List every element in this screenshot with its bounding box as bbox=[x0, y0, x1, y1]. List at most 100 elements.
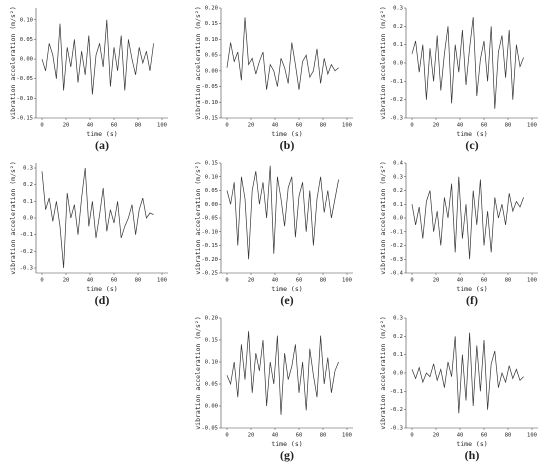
y-tick-label: 0.05 bbox=[205, 188, 218, 194]
panel: 0.10 0.05 0.00 -0.05 -0.10 -0.15 0 20 40 60 80 100 t… bbox=[9, 6, 168, 152]
y-tick-label: 0.00 bbox=[205, 68, 218, 74]
x-tick-label: 20 bbox=[433, 278, 440, 284]
x-tick-label: 80 bbox=[505, 433, 512, 439]
x-tick-label: 0 bbox=[40, 278, 43, 284]
y-tick-label: 0.15 bbox=[205, 338, 218, 344]
x-tick-label: 100 bbox=[342, 433, 352, 439]
x-tick-label: 40 bbox=[457, 278, 464, 284]
x-tick-label: 20 bbox=[433, 433, 440, 439]
signal-line bbox=[411, 176, 524, 260]
x-tick-label: 0 bbox=[410, 433, 413, 439]
x-tick-label: 100 bbox=[527, 433, 537, 439]
x-axis-label: time (s) bbox=[271, 285, 302, 293]
x-tick-label: 40 bbox=[272, 278, 279, 284]
y-tick-label: 0.3 bbox=[393, 174, 403, 180]
x-tick-label: 0 bbox=[410, 278, 413, 284]
panel-label: (f) bbox=[466, 293, 478, 307]
y-tick-label: -0.1 bbox=[390, 79, 403, 85]
x-tick-label: 60 bbox=[296, 433, 303, 439]
y-tick-label: 0.15 bbox=[205, 161, 218, 167]
y-tick-label: -0.1 bbox=[390, 229, 403, 235]
signal-line bbox=[411, 17, 524, 109]
panel: 0.3 0.2 0.1 0.0 -0.1 -0.2 -0.3 0 20 40 60 80 100 time… bbox=[379, 316, 538, 462]
x-tick-label: 0 bbox=[225, 123, 228, 129]
panel: 0.3 0.2 0.1 0.0 -0.1 -0.2 -0.3 0 20 40 60 80 100 time… bbox=[9, 161, 168, 307]
signal-line bbox=[41, 19, 154, 95]
y-tick-label: 0.10 bbox=[205, 37, 218, 43]
y-tick-label: 0.1 bbox=[393, 42, 403, 48]
panel-label: (h) bbox=[465, 448, 480, 462]
x-tick-label: 100 bbox=[342, 278, 352, 284]
y-tick-label: 0.15 bbox=[205, 21, 218, 27]
x-tick-label: 100 bbox=[157, 278, 167, 284]
y-tick-label: -0.2 bbox=[390, 407, 403, 413]
y-tick-label: -0.3 bbox=[390, 426, 403, 432]
x-tick-label: 80 bbox=[505, 123, 512, 129]
x-tick-label: 60 bbox=[296, 123, 303, 129]
y-tick-label: 0.2 bbox=[393, 334, 403, 340]
signal-line bbox=[226, 165, 339, 260]
x-axis-label: time (s) bbox=[456, 130, 487, 138]
y-tick-label: 0.10 bbox=[205, 174, 218, 180]
y-tick-label: 0.1 bbox=[23, 199, 33, 205]
y-tick-label: 0.00 bbox=[205, 404, 218, 410]
panel-label: (d) bbox=[95, 293, 110, 307]
x-tick-label: 100 bbox=[342, 123, 352, 129]
y-tick-label: 0.05 bbox=[205, 53, 218, 59]
y-tick-label: -0.4 bbox=[390, 271, 404, 277]
x-tick-label: 60 bbox=[296, 278, 303, 284]
y-tick-label: 0.2 bbox=[393, 188, 403, 194]
x-tick-label: 20 bbox=[63, 123, 70, 129]
panel: 0.20 0.15 0.10 0.05 0.00 -0.05 -0.10 -0.15 0 20 40… bbox=[194, 6, 353, 152]
y-tick-label: -0.1 bbox=[390, 389, 403, 395]
x-axis-label: time (s) bbox=[86, 285, 117, 293]
x-tick-label: 80 bbox=[320, 278, 327, 284]
y-tick-label: 0.3 bbox=[393, 6, 403, 12]
y-tick-label: 0.10 bbox=[20, 17, 33, 23]
y-tick-label: 0.05 bbox=[205, 382, 218, 388]
y-tick-label: 0.3 bbox=[393, 316, 403, 322]
y-axis-label: vibration acceleration (m/s²) bbox=[379, 161, 387, 275]
y-tick-label: -0.3 bbox=[390, 116, 403, 122]
panel: 0.4 0.3 0.2 0.1 0.0 -0.1 -0.2 -0.3 -0.4 0 20 40 60 80… bbox=[379, 161, 538, 307]
y-tick-label: 0.05 bbox=[20, 37, 33, 43]
x-axis-label: time (s) bbox=[271, 440, 302, 448]
y-axis-label: vibration acceleration (m/s²) bbox=[194, 316, 202, 430]
y-axis-label: vibration acceleration (m/s²) bbox=[194, 6, 202, 120]
x-tick-label: 60 bbox=[481, 123, 488, 129]
x-tick-label: 0 bbox=[225, 278, 228, 284]
x-tick-label: 80 bbox=[320, 123, 327, 129]
y-axis-label: vibration acceleration (m/s²) bbox=[379, 316, 387, 430]
y-tick-label: -0.15 bbox=[201, 243, 218, 249]
y-tick-label: -0.15 bbox=[201, 116, 218, 122]
y-tick-label: 0.00 bbox=[205, 202, 218, 208]
panel-label: (a) bbox=[95, 138, 109, 152]
y-tick-label: -0.15 bbox=[16, 116, 33, 122]
x-tick-label: 40 bbox=[457, 123, 464, 129]
y-tick-label: -0.05 bbox=[201, 84, 218, 90]
panel-label: (b) bbox=[280, 138, 295, 152]
y-tick-label: -0.2 bbox=[390, 97, 403, 103]
y-tick-label: -0.10 bbox=[201, 100, 218, 106]
signal-line bbox=[226, 331, 339, 415]
y-tick-label: 0.2 bbox=[23, 182, 33, 188]
x-axis-label: time (s) bbox=[86, 130, 117, 138]
x-tick-label: 100 bbox=[157, 123, 167, 129]
y-tick-label: -0.25 bbox=[201, 271, 218, 277]
y-tick-label: 0.1 bbox=[393, 202, 403, 208]
x-tick-label: 0 bbox=[410, 123, 413, 129]
panel: 0.3 0.2 0.1 0.0 -0.1 -0.2 -0.3 0 20 40 60 80 100 time… bbox=[379, 6, 538, 152]
y-tick-label: -0.05 bbox=[201, 426, 218, 432]
y-tick-label: -0.20 bbox=[201, 257, 218, 263]
signal-line bbox=[411, 332, 524, 414]
y-tick-label: -0.10 bbox=[16, 96, 33, 102]
x-tick-label: 20 bbox=[433, 123, 440, 129]
x-tick-label: 80 bbox=[135, 123, 142, 129]
x-tick-label: 20 bbox=[248, 433, 255, 439]
x-tick-label: 20 bbox=[63, 278, 70, 284]
y-tick-label: 0.20 bbox=[205, 316, 218, 322]
x-tick-label: 60 bbox=[111, 123, 118, 129]
x-tick-label: 80 bbox=[505, 278, 512, 284]
y-tick-label: -0.2 bbox=[20, 249, 33, 255]
